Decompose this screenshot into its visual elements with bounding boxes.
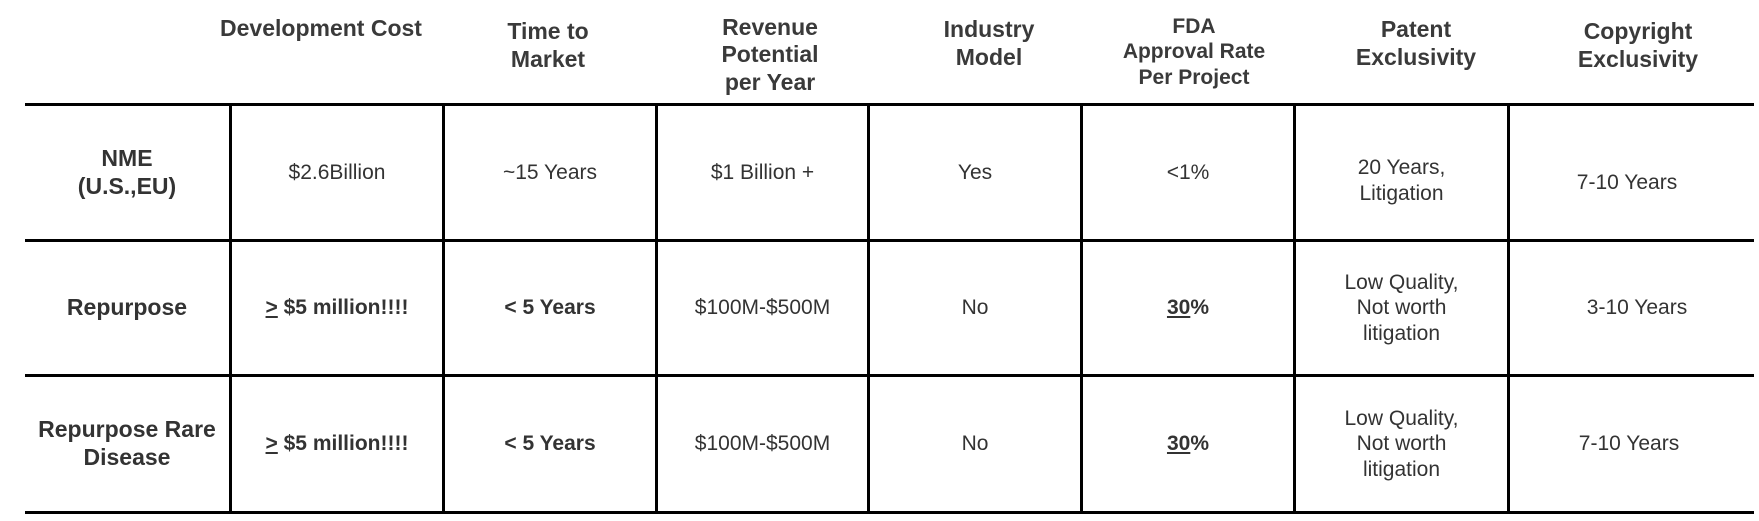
cell-nme-time-to-market: ~15 Years bbox=[502, 160, 597, 184]
cell-rare-patent: Low Quality, Not worth litigation bbox=[1344, 407, 1459, 481]
cell-nme-revenue: $1 Billion + bbox=[710, 160, 815, 184]
cell-repurpose-industry-model: No bbox=[961, 296, 989, 320]
column-divider bbox=[1080, 103, 1083, 511]
fda-rate-percent: % bbox=[1190, 296, 1210, 320]
cell-rare-dev-cost: > $5 million!!!! bbox=[232, 377, 442, 511]
row-label-nme: NME (U.S.,EU) bbox=[77, 144, 177, 199]
row-label-repurpose-rare-disease: Repurpose Rare Disease bbox=[38, 416, 216, 470]
cell-nme-dev-cost: $2.6Billion bbox=[288, 160, 386, 184]
column-divider bbox=[867, 103, 870, 511]
column-divider bbox=[655, 103, 658, 511]
header-development-cost: Development Cost bbox=[220, 15, 422, 42]
cell-repurpose-time-to-market: < 5 Years bbox=[504, 296, 596, 320]
header-copyright-exclusivity: Copyright Exclusivity bbox=[1577, 18, 1699, 72]
row-divider bbox=[25, 239, 1754, 242]
cell-rare-time-to-market: < 5 Years bbox=[504, 432, 596, 456]
dev-cost-amount: $5 million!!!! bbox=[277, 432, 409, 456]
cell-rare-revenue: $100M-$500M bbox=[694, 432, 831, 456]
header-fda-approval-rate: FDA Approval Rate Per Project bbox=[1122, 15, 1266, 89]
cell-repurpose-fda-rate: 30% bbox=[1083, 242, 1293, 374]
column-divider bbox=[1293, 103, 1296, 511]
fda-rate-percent: % bbox=[1190, 432, 1210, 456]
column-divider bbox=[1507, 103, 1510, 511]
row-divider bbox=[25, 374, 1754, 377]
header-revenue-potential: Revenue Potential per Year bbox=[721, 13, 819, 95]
dev-cost-amount: $5 million!!!! bbox=[277, 296, 409, 320]
column-divider bbox=[229, 103, 232, 511]
cell-repurpose-revenue: $100M-$500M bbox=[694, 296, 831, 320]
cell-rare-copyright: 7-10 Years bbox=[1578, 432, 1680, 456]
row-divider bbox=[25, 103, 1754, 106]
row-label-repurpose: Repurpose bbox=[66, 294, 188, 321]
cell-nme-patent: 20 Years, Litigation bbox=[1357, 156, 1446, 205]
header-time-to-market: Time to Market bbox=[507, 18, 589, 72]
cell-nme-fda-rate: <1% bbox=[1166, 160, 1210, 184]
fda-rate-number: 30 bbox=[1166, 432, 1191, 456]
cell-rare-fda-rate: 30% bbox=[1083, 377, 1293, 511]
cell-repurpose-copyright: 3-10 Years bbox=[1586, 296, 1688, 320]
cell-repurpose-patent: Low Quality, Not worth litigation bbox=[1344, 271, 1459, 345]
fda-rate-number: 30 bbox=[1166, 296, 1191, 320]
greater-equal-symbol: > bbox=[265, 432, 278, 456]
column-divider bbox=[442, 103, 445, 511]
row-divider bbox=[25, 511, 1754, 514]
cell-nme-copyright: 7-10 Years bbox=[1576, 170, 1678, 194]
header-patent-exclusivity: Patent Exclusivity bbox=[1355, 16, 1477, 70]
cell-rare-industry-model: No bbox=[961, 432, 989, 456]
cell-nme-industry-model: Yes bbox=[957, 160, 993, 184]
greater-equal-symbol: > bbox=[265, 296, 278, 320]
header-industry-model: Industry Model bbox=[943, 16, 1035, 70]
cell-repurpose-dev-cost: > $5 million!!!! bbox=[232, 242, 442, 374]
